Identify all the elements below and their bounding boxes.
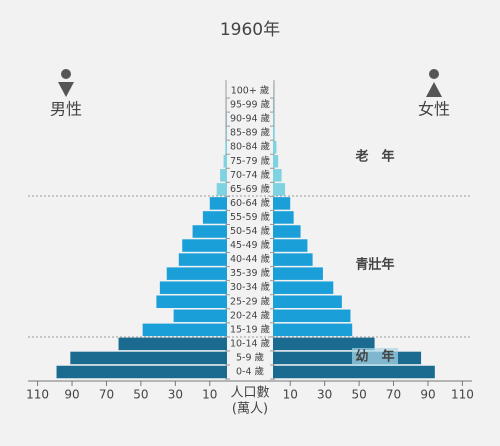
bar: [178, 253, 227, 266]
bar: [226, 112, 227, 126]
bar: [273, 126, 275, 140]
category-label: 85-89 歲: [230, 127, 271, 139]
x-axis-label: (萬人): [232, 402, 268, 417]
bar: [173, 309, 227, 323]
bar: [273, 140, 277, 154]
x-axis-label: 人口數: [230, 386, 269, 401]
bar: [273, 337, 375, 351]
bar: [56, 365, 228, 379]
bar: [156, 295, 227, 308]
annotation: 青壯年: [355, 257, 394, 273]
category-label: 35-39 歲: [230, 267, 271, 279]
x-tick-label: 90: [420, 388, 435, 402]
x-tick-label: 70: [386, 388, 401, 402]
bar: [192, 225, 227, 238]
category-label: 30-34 歲: [230, 281, 271, 293]
category-label: 0-4 歲: [236, 366, 265, 378]
bar: [70, 351, 227, 365]
bar: [182, 239, 227, 252]
category-label: 25-29 歲: [230, 295, 271, 307]
bar: [166, 267, 227, 280]
category-label: 5-9 歲: [236, 351, 265, 363]
category-label: 95-99 歲: [230, 99, 271, 111]
annotation: 老 年: [354, 149, 394, 165]
category-label: 65-69 歲: [230, 183, 271, 195]
category-label: 75-79 歲: [230, 155, 271, 167]
category-label: 10-14 歲: [230, 337, 271, 349]
male-icon: [58, 69, 74, 97]
bar: [273, 197, 291, 210]
category-label: 45-49 歲: [230, 239, 271, 251]
bar: [273, 155, 279, 168]
category-label: 90-94 歲: [230, 113, 271, 125]
x-tick-label: 10: [283, 388, 298, 402]
bar: [273, 351, 422, 365]
x-tick-label: 90: [64, 388, 79, 402]
chart-title: 1960年: [220, 20, 280, 40]
bar: [159, 281, 227, 294]
annotation-box: [352, 348, 398, 366]
bar: [216, 183, 227, 196]
bar: [223, 155, 227, 168]
category-label: 40-44 歲: [230, 253, 271, 265]
category-label: 20-24 歲: [230, 309, 271, 321]
category-label: 50-54 歲: [230, 225, 271, 237]
x-tick-label: 10: [202, 388, 217, 402]
category-label: 55-59 歲: [230, 211, 271, 223]
bar: [273, 98, 274, 112]
bar: [273, 267, 323, 280]
bar: [273, 169, 282, 182]
annotation: 幼 年: [355, 349, 394, 365]
bar: [273, 365, 435, 379]
bar: [273, 239, 308, 252]
bar: [209, 197, 227, 210]
x-tick-label: 50: [133, 388, 148, 402]
right-label: 女性: [418, 100, 450, 119]
bar: [273, 281, 334, 294]
bar: [202, 211, 227, 224]
female-icon: [426, 69, 442, 97]
bar: [220, 169, 227, 182]
category-label: 70-74 歲: [230, 169, 271, 181]
bar: [273, 211, 294, 224]
bar: [226, 126, 227, 140]
x-tick-label: 30: [168, 388, 183, 402]
x-tick-label: 50: [351, 388, 366, 402]
x-tick-label: 110: [451, 388, 474, 402]
x-tick-label: 30: [317, 388, 332, 402]
category-label: 100+ 歲: [231, 85, 270, 97]
bar: [273, 309, 351, 323]
bar: [118, 337, 227, 351]
bar: [273, 323, 353, 337]
category-label: 80-84 歲: [230, 141, 271, 153]
x-tick-label: 70: [99, 388, 114, 402]
bar: [273, 295, 342, 308]
x-tick-label: 110: [26, 388, 49, 402]
left-label: 男性: [50, 100, 82, 119]
bar: [225, 140, 227, 154]
category-label: 60-64 歲: [230, 197, 271, 209]
category-label: 15-19 歲: [230, 323, 271, 335]
bar: [273, 225, 301, 238]
bar: [273, 112, 274, 126]
bar: [273, 183, 286, 196]
bar: [142, 323, 227, 337]
bar: [273, 253, 313, 266]
